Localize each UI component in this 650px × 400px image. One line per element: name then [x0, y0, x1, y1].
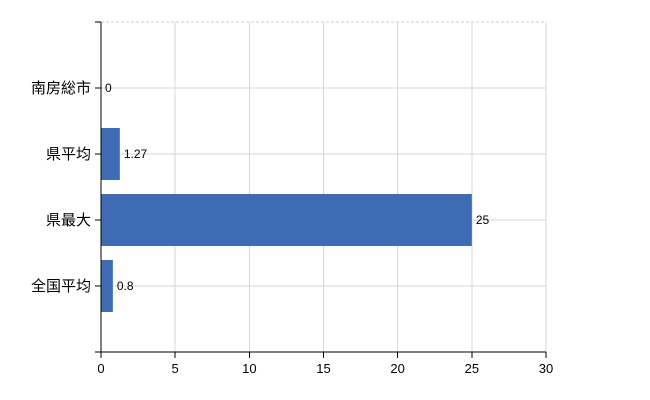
x-tick-label: 30 [539, 361, 553, 376]
category-label: 県最大 [46, 212, 91, 229]
x-tick-label: 10 [242, 361, 256, 376]
bar-value-label: 1.27 [124, 147, 148, 161]
bar-value-label: 25 [476, 213, 490, 227]
category-label: 全国平均 [31, 277, 91, 295]
bar-value-label: 0.8 [117, 279, 134, 293]
bar [101, 128, 120, 180]
x-tick-label: 0 [97, 361, 104, 376]
category-label: 県平均 [46, 146, 91, 163]
category-label: 南房総市 [31, 80, 91, 97]
x-tick-label: 15 [316, 361, 330, 376]
bar [101, 260, 113, 312]
bar [101, 194, 472, 246]
x-tick-label: 5 [172, 361, 179, 376]
x-tick-label: 25 [465, 361, 479, 376]
bar-value-label: 0 [105, 81, 112, 95]
x-tick-label: 20 [390, 361, 404, 376]
